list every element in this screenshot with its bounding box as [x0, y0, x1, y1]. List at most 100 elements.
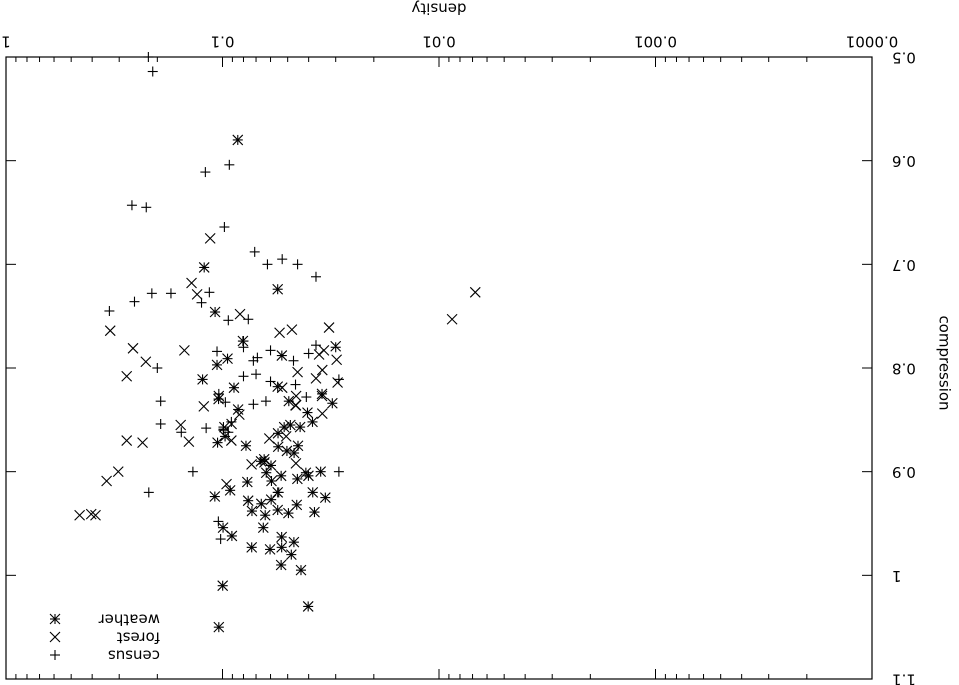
census-point [155, 396, 166, 407]
weather-point [281, 445, 293, 457]
forest-point [112, 466, 124, 478]
weather-point [288, 447, 300, 459]
forest-point [331, 354, 343, 366]
census-point [249, 246, 260, 257]
census-point [212, 346, 223, 357]
weather-point [228, 382, 240, 394]
weather-point [295, 564, 307, 576]
census-point [147, 66, 158, 77]
weather-point [246, 541, 258, 553]
legend-label-census: census [108, 647, 160, 665]
forest-point [316, 408, 328, 420]
weather-point [283, 395, 295, 407]
legend-marker-census [50, 650, 60, 660]
y-tick-label: 0.7 [892, 256, 916, 274]
census-point [288, 355, 299, 366]
weather-point [222, 353, 233, 365]
forest-point [234, 308, 246, 320]
forest-point [332, 377, 343, 388]
forest-point [85, 508, 97, 520]
forest-point [469, 286, 481, 298]
weather-point [285, 549, 297, 560]
weather-point [276, 531, 288, 543]
forest-point [290, 390, 302, 402]
weather-point [307, 416, 318, 428]
weather-point [278, 421, 290, 433]
forest-point [204, 233, 216, 244]
forest-point [292, 366, 303, 378]
census-point [219, 222, 230, 233]
weather-point [209, 491, 221, 502]
y-tick-label: 1.1 [892, 671, 916, 685]
census-point [251, 369, 262, 380]
forest-point [330, 340, 342, 352]
y-tick-label: 1 [892, 567, 902, 585]
census-point [200, 167, 211, 178]
legend-label-weather: weather [98, 611, 160, 629]
x-tick-label: 0.001 [634, 33, 677, 51]
y-tick-label: 0.6 [892, 152, 916, 170]
weather-point [197, 374, 208, 385]
forest-point [183, 436, 195, 447]
census-point [290, 379, 301, 390]
weather-point [212, 437, 223, 449]
census-point [201, 423, 212, 434]
weather-point [219, 431, 231, 442]
weather-point [275, 559, 287, 571]
weather-point [257, 522, 269, 534]
weather-point [272, 381, 284, 393]
weather-point [272, 441, 284, 453]
weather-point [242, 495, 254, 507]
forest-point [191, 289, 203, 300]
census-point [277, 254, 288, 265]
forest-point [121, 370, 133, 382]
legend-marker-forest [49, 631, 61, 643]
y-tick-label: 0.8 [892, 360, 916, 378]
x-tick-label: 1 [1, 33, 11, 51]
axis-labels: density compression [411, 0, 953, 411]
census-point [301, 392, 312, 403]
census-point [265, 345, 276, 356]
weather-point [283, 507, 294, 519]
y-tick-label: 0.9 [892, 463, 916, 481]
census-point [292, 259, 303, 270]
forest-point [286, 324, 298, 336]
y-tick-label: 0.5 [892, 49, 916, 67]
forest-point [74, 509, 86, 521]
weather-point [255, 455, 267, 467]
weather-point [232, 134, 244, 146]
plot-frame-group [5, 56, 873, 680]
forest-point [276, 382, 288, 394]
census-point [226, 416, 237, 427]
weather-point [288, 536, 300, 548]
forest-point [127, 342, 139, 354]
census-point [218, 422, 229, 433]
weather-point [264, 544, 276, 555]
forest-point [90, 509, 101, 521]
weather-point [302, 601, 314, 612]
census-point [146, 288, 157, 299]
census-point [155, 418, 166, 429]
weather-point [213, 393, 224, 405]
census-point [260, 396, 271, 407]
weather-point [224, 484, 236, 496]
weather-point [217, 580, 229, 592]
census-point [238, 371, 249, 382]
weather-point [319, 492, 331, 503]
census-point [213, 516, 224, 527]
weather-point [302, 407, 313, 418]
census-point [187, 466, 198, 477]
forest-point [246, 459, 257, 470]
weather-point [232, 404, 244, 415]
census-point [310, 271, 321, 282]
census-point [204, 287, 215, 298]
plot-frame [5, 56, 873, 680]
forest-point [446, 313, 458, 325]
census-point [224, 159, 235, 170]
x-tick-label: 0.1 [211, 33, 235, 51]
y-axis: 1.1 1 0.9 0.8 0.7 0.6 0.5 [6, 49, 916, 685]
weather-point [316, 388, 328, 400]
forest-point [313, 349, 325, 360]
census-point [143, 487, 154, 498]
